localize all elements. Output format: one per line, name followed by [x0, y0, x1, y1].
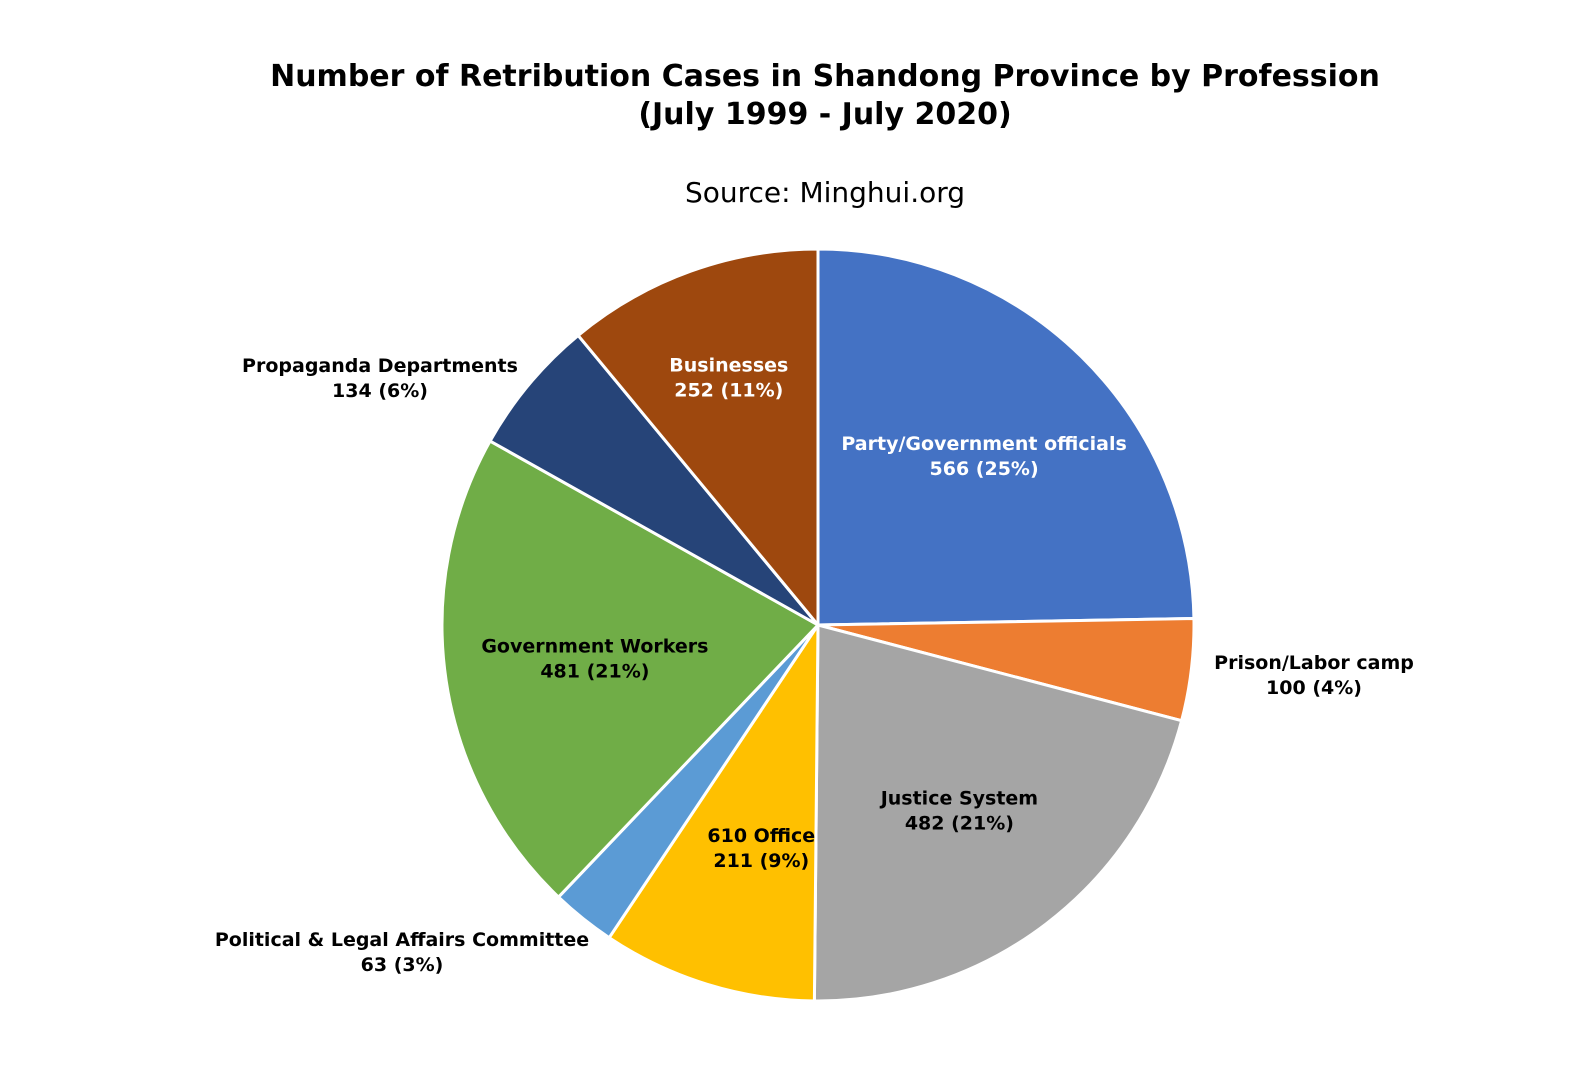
data-label-government-workers: Government Workers 481 (21%)	[481, 636, 708, 683]
pie-slice-justice-system	[812, 623, 1184, 1003]
pie-slice-businesses	[576, 247, 820, 627]
data-label-name: Prison/Labor camp	[1214, 652, 1414, 674]
data-label-name: Businesses	[669, 354, 788, 376]
pie-slice-party-government-officials	[816, 247, 1196, 627]
data-label-value: 134 (6%)	[332, 380, 428, 402]
data-label-prison-labor-camp: Prison/Labor camp 100 (4%)	[1214, 652, 1414, 699]
chart-subtitle: Source: Minghui.org	[685, 176, 965, 209]
data-label-value: 211 (9%)	[713, 850, 809, 872]
pie-slices	[440, 247, 1196, 1003]
data-label-value: 100 (4%)	[1266, 677, 1362, 699]
data-label-610-office: 610 Office 211 (9%)	[707, 825, 815, 872]
chart-title-line-2: (July 1999 - July 2020)	[638, 97, 1011, 132]
data-label-name: 610 Office	[707, 825, 815, 847]
pie-labels: Party/Government officials 566 (25%) Priso…	[215, 354, 1414, 976]
data-label-name: Political & Legal Affairs Committee	[215, 929, 589, 951]
data-label-name: Government Workers	[481, 636, 708, 658]
data-label-justice-system: Justice System 482 (21%)	[879, 787, 1038, 834]
data-label-propaganda-departments: Propaganda Departments 134 (6%)	[242, 355, 518, 402]
data-label-value: 63 (3%)	[361, 954, 444, 976]
data-label-value: 482 (21%)	[905, 812, 1014, 834]
pie-slice-government-workers	[440, 439, 820, 899]
data-label-name: Propaganda Departments	[242, 355, 518, 377]
data-label-name: Justice System	[879, 787, 1038, 809]
data-label-political-legal-affairs-committee: Political & Legal Affairs Committee 63 (3…	[215, 929, 589, 976]
pie-slice-propaganda-departments	[488, 333, 820, 627]
chart-title-line-1: Number of Retribution Cases in Shandong …	[270, 59, 1380, 94]
data-label-businesses: Businesses 252 (11%)	[669, 354, 788, 401]
data-label-party-government-officials: Party/Government officials 566 (25%)	[841, 433, 1126, 480]
data-label-name: Party/Government officials	[841, 433, 1126, 455]
data-label-value: 566 (25%)	[930, 458, 1039, 480]
data-label-value: 252 (11%)	[674, 379, 783, 401]
pie-slice-610-office	[607, 623, 820, 1003]
data-label-value: 481 (21%)	[540, 661, 649, 683]
